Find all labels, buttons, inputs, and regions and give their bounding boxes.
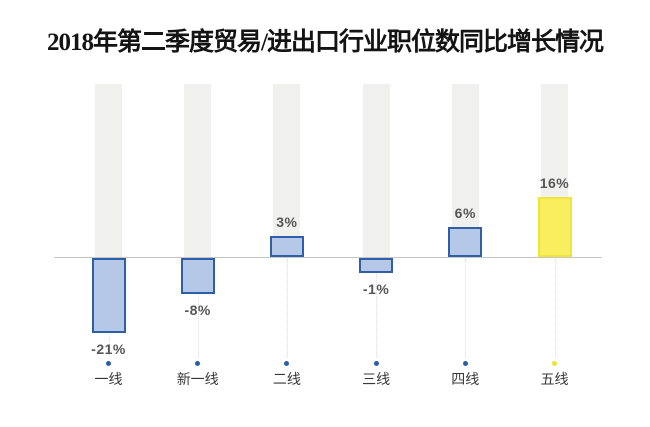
axis-point-dot <box>462 361 468 366</box>
dotted-connector-line <box>465 259 467 357</box>
value-bar <box>359 258 394 273</box>
axis-point-dot <box>195 361 201 366</box>
axis-point-dot <box>552 361 557 366</box>
category-label: 二线 <box>272 371 301 387</box>
value-bar <box>269 236 304 257</box>
background-column-bar <box>273 84 301 257</box>
value-label: 6% <box>454 205 476 221</box>
category-label: 一线 <box>94 371 123 387</box>
axis-point-dot <box>106 361 111 366</box>
value-bar <box>91 258 126 333</box>
background-column-bar <box>362 84 390 257</box>
value-label: -1% <box>362 281 390 297</box>
axis-point-dot <box>284 361 290 366</box>
chart-title: 2018年第二季度贸易/进出口行业职位数同比增长情况 <box>47 29 604 56</box>
background-column-bar <box>95 84 122 257</box>
value-label: 16% <box>539 175 570 191</box>
category-label: 五线 <box>540 371 569 387</box>
category-label: 新一线 <box>176 371 219 387</box>
value-bar <box>180 258 215 294</box>
dotted-connector-line <box>286 259 288 357</box>
value-label: -21% <box>91 341 126 357</box>
zero-baseline <box>54 257 602 258</box>
dotted-connector-line <box>376 259 378 357</box>
dotted-connector-line <box>554 259 556 357</box>
axis-point-dot <box>373 361 379 366</box>
value-label: -8% <box>184 302 211 318</box>
category-label: 三线 <box>362 371 391 387</box>
background-column-bar <box>184 84 212 257</box>
dotted-connector-line <box>197 259 199 357</box>
category-label: 四线 <box>451 371 480 387</box>
value-bar <box>448 227 483 257</box>
value-label: 3% <box>276 214 298 230</box>
value-bar <box>537 197 572 257</box>
